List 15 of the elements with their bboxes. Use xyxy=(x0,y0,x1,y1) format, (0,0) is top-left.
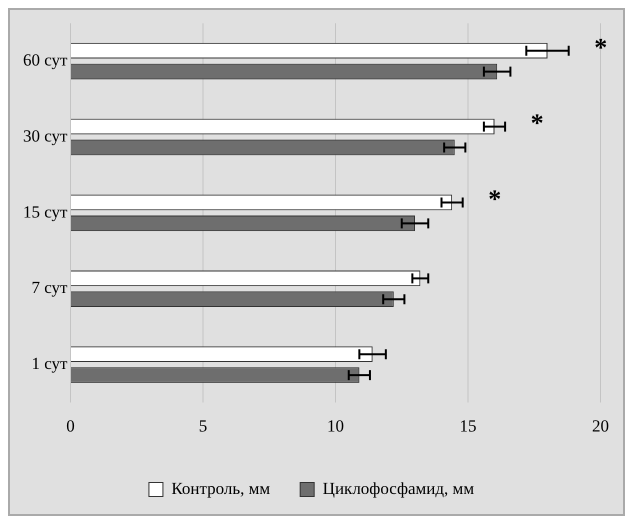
x-tick-label: 0 xyxy=(66,416,75,436)
x-tick-label: 5 xyxy=(198,416,208,436)
legend-label: Контроль, мм xyxy=(171,478,270,498)
annotation: * xyxy=(488,184,502,214)
y-tick-label: 7 сут xyxy=(31,278,68,298)
y-tick-label: 60 сут xyxy=(22,50,68,70)
y-tick-label: 15 сут xyxy=(22,202,68,222)
x-tick-label: 10 xyxy=(327,416,344,436)
x-tick-label: 15 xyxy=(460,416,476,436)
legend-label: Циклофосфамид, мм xyxy=(322,478,474,498)
x-tick-label: 20 xyxy=(592,416,609,436)
y-tick-label: 1 сут xyxy=(31,354,68,374)
annotation: * xyxy=(530,108,544,138)
annotation: * xyxy=(594,32,608,62)
y-tick-label: 30 сут xyxy=(22,126,68,146)
